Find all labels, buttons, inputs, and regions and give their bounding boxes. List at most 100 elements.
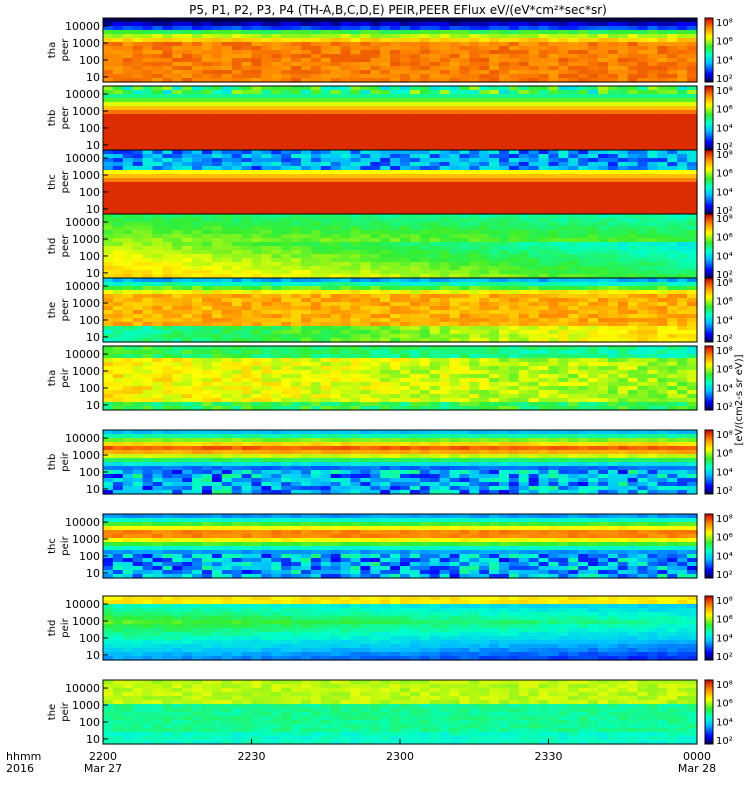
heatmap-cell xyxy=(142,174,154,179)
heatmap-cell xyxy=(538,214,550,219)
heatmap-cell xyxy=(439,46,451,51)
heatmap-cell xyxy=(271,166,282,171)
heatmap-cell xyxy=(172,142,183,147)
heatmap-cell xyxy=(231,34,243,39)
heatmap-cell xyxy=(390,78,401,83)
heatmap-cell xyxy=(310,102,322,107)
heatmap-cell xyxy=(291,138,302,143)
heatmap-cell xyxy=(281,174,292,179)
heatmap-cell xyxy=(390,94,401,99)
heatmap-cell xyxy=(271,42,282,47)
heatmap-cell xyxy=(241,214,253,219)
heatmap-cell xyxy=(152,90,163,95)
heatmap-cell xyxy=(429,174,441,179)
heatmap-cell xyxy=(677,118,688,123)
heatmap-cell xyxy=(508,74,520,79)
heatmap-cell xyxy=(340,198,352,203)
heatmap-cell xyxy=(508,122,520,127)
heatmap-cell xyxy=(340,234,352,239)
heatmap-cell xyxy=(291,202,302,207)
heatmap-cell xyxy=(449,314,460,319)
heatmap-cell xyxy=(301,234,312,239)
heatmap-cell xyxy=(687,118,698,123)
heatmap-cell xyxy=(687,166,698,171)
heatmap-cell xyxy=(538,74,550,79)
heatmap-cell xyxy=(370,34,381,39)
heatmap-cell xyxy=(657,62,668,67)
heatmap-cell xyxy=(637,182,649,187)
heatmap-cell xyxy=(211,326,223,331)
heatmap-cell xyxy=(192,54,203,59)
heatmap-cell xyxy=(538,122,550,127)
heatmap-cell xyxy=(667,98,678,103)
heatmap-cell xyxy=(400,306,411,311)
heatmap-cell xyxy=(103,270,114,275)
heatmap-cell xyxy=(548,318,559,323)
heatmap-cell xyxy=(330,274,342,279)
heatmap-cell xyxy=(499,46,510,51)
heatmap-cell xyxy=(508,126,520,131)
heatmap-cell xyxy=(657,270,668,275)
heatmap-cell xyxy=(360,142,371,147)
heatmap-cell xyxy=(291,314,302,319)
heatmap-cell xyxy=(667,254,678,259)
heatmap-cell xyxy=(390,178,401,183)
heatmap-cell xyxy=(261,282,272,287)
heatmap-cell xyxy=(271,318,282,323)
heatmap-cell xyxy=(221,302,233,307)
heatmap-cell xyxy=(637,186,649,191)
heatmap-cell xyxy=(528,290,540,295)
heatmap-cell xyxy=(499,218,510,223)
heatmap-cell xyxy=(499,70,510,75)
heatmap-cell xyxy=(598,114,609,119)
heatmap-cell xyxy=(370,298,381,303)
heatmap-cell xyxy=(211,186,223,191)
heatmap-cell xyxy=(122,150,134,155)
heatmap-cell xyxy=(281,294,292,299)
heatmap-cell xyxy=(231,290,243,295)
heatmap-cell xyxy=(360,134,371,139)
heatmap-cell xyxy=(162,370,173,375)
heatmap-cell xyxy=(211,246,223,251)
heatmap-cell xyxy=(439,26,451,31)
heatmap-cell xyxy=(469,18,480,23)
heatmap-cell xyxy=(330,338,342,343)
heatmap-cell xyxy=(261,258,272,263)
heatmap-cell xyxy=(221,42,233,47)
heatmap-cell xyxy=(499,266,510,271)
heatmap-cell xyxy=(192,134,203,139)
panel-species-label: peer xyxy=(60,298,71,322)
heatmap-cell xyxy=(370,166,381,171)
heatmap-cell xyxy=(330,70,342,75)
heatmap-cell xyxy=(291,298,302,303)
heatmap-cell xyxy=(202,162,213,167)
heatmap-cell xyxy=(647,270,658,275)
heatmap-cell xyxy=(429,322,441,327)
heatmap-cell xyxy=(598,42,609,47)
heatmap-cell xyxy=(627,118,639,123)
heatmap-cell xyxy=(578,242,589,247)
heatmap-cell xyxy=(390,310,401,315)
heatmap-cell xyxy=(479,182,490,187)
heatmap-cell xyxy=(152,26,163,31)
heatmap-cell xyxy=(518,54,530,59)
heatmap-cell xyxy=(350,146,361,151)
heatmap-cell xyxy=(479,314,490,319)
heatmap-cell xyxy=(231,162,243,167)
heatmap-cell xyxy=(677,282,688,287)
heatmap-cell xyxy=(528,278,540,283)
heatmap-cell xyxy=(202,278,213,283)
heatmap-cell xyxy=(449,154,460,159)
heatmap-cell xyxy=(241,174,253,179)
heatmap-cell xyxy=(469,170,480,175)
heatmap-cell xyxy=(251,310,262,315)
heatmap-cell xyxy=(459,338,470,343)
heatmap-cell xyxy=(211,94,223,99)
heatmap-cell xyxy=(202,130,213,135)
heatmap-cell xyxy=(598,90,609,95)
heatmap-cell xyxy=(320,190,332,195)
heatmap-cell xyxy=(310,138,322,143)
heatmap-cell xyxy=(469,306,480,311)
heatmap-cell xyxy=(409,238,421,243)
heatmap-cell xyxy=(192,338,203,343)
